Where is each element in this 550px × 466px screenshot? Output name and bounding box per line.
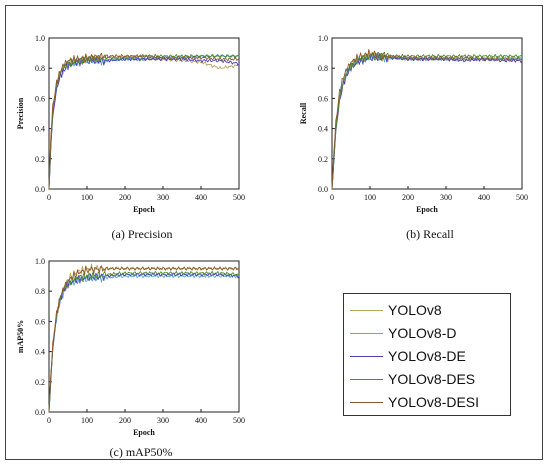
y-tick-label: 0.0 <box>35 185 45 194</box>
legend-label: YOLOv8-DES <box>388 371 476 387</box>
series-line-yolov8-de <box>48 272 240 411</box>
recall-caption: (b) Recall <box>406 227 454 241</box>
y-tick-label: 1.0 <box>318 34 328 43</box>
series-line-yolov8 <box>48 54 240 190</box>
plot-area <box>48 260 240 413</box>
x-tick-label: 400 <box>195 416 207 425</box>
series-line-yolov8-de <box>48 56 240 188</box>
series-line-yolov8-d <box>331 52 523 188</box>
series-line-yolov8-des <box>331 52 523 190</box>
legend-swatch <box>350 378 383 380</box>
y-tick-label: 0.2 <box>35 378 45 387</box>
series-line-yolov8-d <box>48 53 240 188</box>
plot-area <box>331 37 523 190</box>
x-tick-label: 200 <box>119 416 131 425</box>
series-line-yolov8-desi <box>331 49 523 190</box>
legend-label: YOLOv8-D <box>388 325 457 341</box>
y-tick-label: 0.6 <box>318 94 328 103</box>
x-tick-label: 100 <box>81 416 93 425</box>
precision-chart: 0.0 0.2 0.4 0.6 0.8 1.0 0 100 200 300 400 500 Epoch P… <box>16 34 245 214</box>
legend-swatch <box>350 401 383 403</box>
y-tick-label: 1.0 <box>35 257 45 266</box>
x-tick-label: 0 <box>47 193 51 202</box>
y-tick-label: 0.4 <box>318 125 328 134</box>
legend-item-yolov8-desi: YOLOv8-DESI <box>350 393 479 411</box>
x-tick-label: 200 <box>402 193 414 202</box>
x-tick-label: 500 <box>516 193 528 202</box>
x-tick-label: 400 <box>478 193 490 202</box>
legend-label: YOLOv8-DE <box>388 348 466 364</box>
y-tick-label: 0.8 <box>35 287 45 296</box>
x-tick-label: 0 <box>330 193 334 202</box>
legend-swatch <box>350 355 383 357</box>
legend-label: YOLOv8 <box>388 302 442 318</box>
series-line-yolov8-d <box>48 273 240 411</box>
series-line-yolov8-desi <box>48 52 240 190</box>
legend-item-yolov8-d: YOLOv8-D <box>350 324 456 342</box>
x-tick-label: 400 <box>195 193 207 202</box>
y-axis-label: Precision <box>16 97 25 129</box>
y-tick-label: 0.0 <box>35 408 45 417</box>
y-tick-label: 0.6 <box>35 94 45 103</box>
y-tick-label: 0.4 <box>35 125 45 134</box>
series-line-yolov8 <box>48 263 240 413</box>
y-tick-label: 0.8 <box>35 64 45 73</box>
series-line-yolov8-des <box>48 270 240 413</box>
y-tick-label: 0.4 <box>35 348 45 357</box>
x-tick-label: 200 <box>119 193 131 202</box>
y-axis-label: Recall <box>299 102 308 124</box>
chart-legend: YOLOv8 YOLOv8-D YOLOv8-DE YOLOv8-DES YOL… <box>343 293 511 416</box>
x-axis-label: Epoch <box>133 205 155 214</box>
series-line-yolov8-des <box>48 53 240 190</box>
x-tick-label: 500 <box>233 416 245 425</box>
legend-item-yolov8-des: YOLOv8-DES <box>350 370 475 388</box>
y-tick-label: 0.2 <box>35 155 45 164</box>
legend-item-yolov8-de: YOLOv8-DE <box>350 347 466 365</box>
series-line-yolov8 <box>331 51 522 190</box>
x-tick-label: 300 <box>440 193 452 202</box>
y-tick-label: 0.2 <box>318 155 328 164</box>
x-tick-label: 100 <box>81 193 93 202</box>
y-tick-label: 0.8 <box>318 64 328 73</box>
series-line-yolov8-desi <box>48 265 240 413</box>
map50-caption: (c) mAP50% <box>109 445 173 459</box>
plot-area <box>48 37 240 190</box>
x-tick-label: 500 <box>233 193 245 202</box>
legend-label: YOLOv8-DESI <box>388 394 480 410</box>
x-tick-label: 100 <box>364 193 376 202</box>
recall-chart: 0.0 0.2 0.4 0.6 0.8 1.0 0 100 200 300 400 500 Epoch R… <box>299 34 528 214</box>
legend-item-yolov8: YOLOv8 <box>350 301 442 319</box>
x-axis-label: Epoch <box>133 428 155 437</box>
legend-swatch <box>350 332 383 334</box>
x-axis-label: Epoch <box>416 205 438 214</box>
figure-frame: 0.0 0.2 0.4 0.6 0.8 1.0 0 100 200 300 400 500 Epoch P… <box>5 5 543 460</box>
precision-caption: (a) Precision <box>111 227 173 241</box>
x-tick-label: 0 <box>47 416 51 425</box>
map50-chart: 0.0 0.2 0.4 0.6 0.8 1.0 0 100 200 300 400 500 Epoch m… <box>16 257 245 437</box>
legend-swatch <box>350 309 383 311</box>
x-tick-label: 300 <box>157 193 169 202</box>
x-tick-label: 300 <box>157 416 169 425</box>
y-tick-label: 0.0 <box>318 185 328 194</box>
y-tick-label: 1.0 <box>35 34 45 43</box>
y-tick-label: 0.6 <box>35 317 45 326</box>
y-axis-label: mAP50% <box>16 320 25 353</box>
series-line-yolov8-de <box>331 53 523 188</box>
